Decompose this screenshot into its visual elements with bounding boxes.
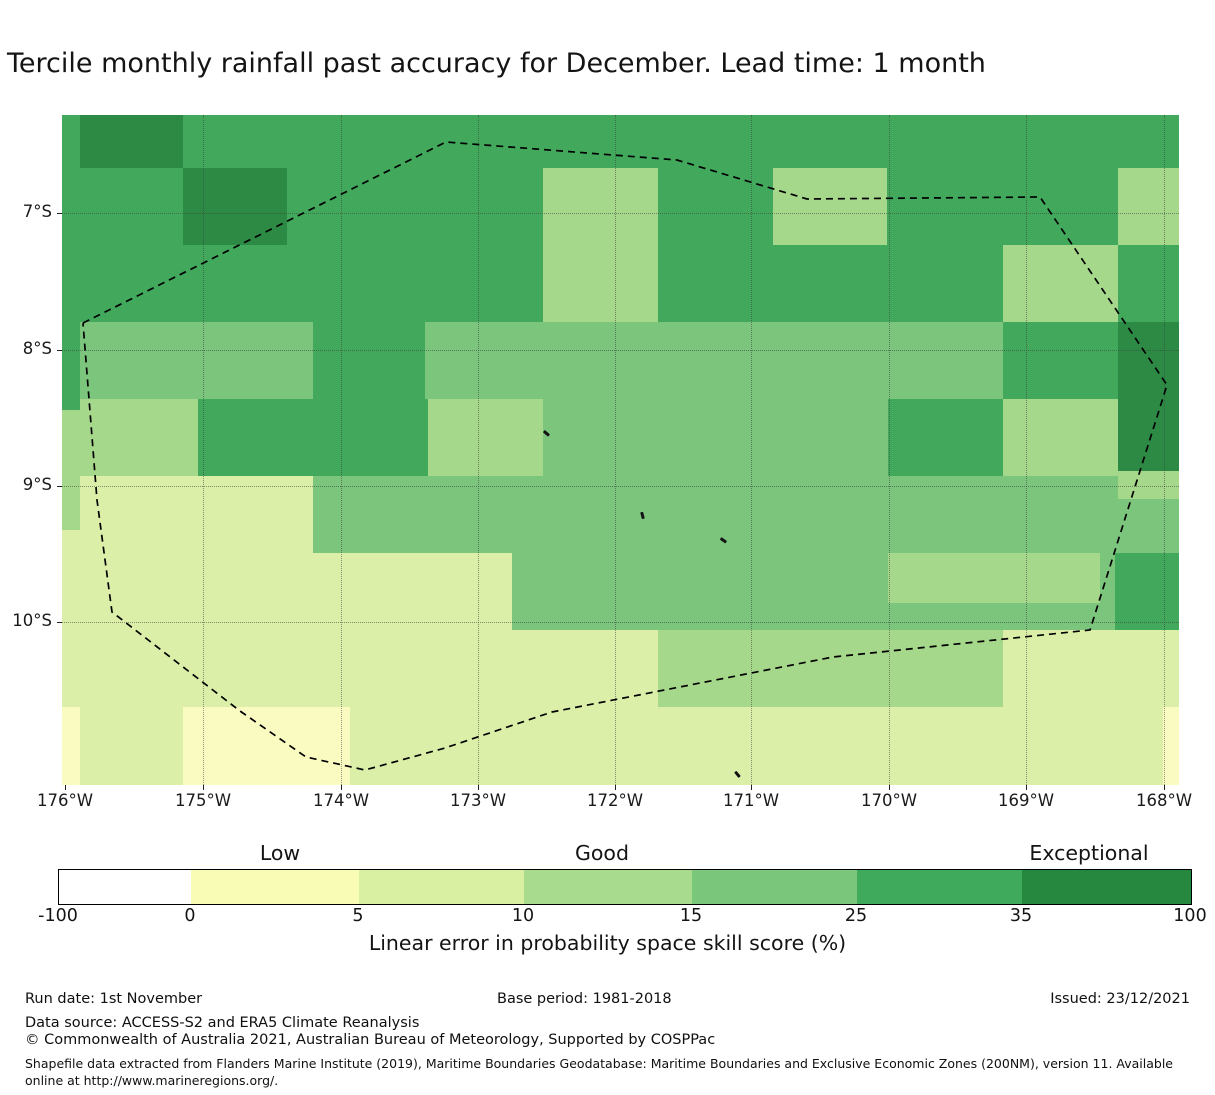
- footer-data-source: Data source: ACCESS-S2 and ERA5 Climate …: [25, 1015, 420, 1031]
- y-tick-mark: [57, 486, 62, 487]
- x-tick-label: 176°W: [36, 791, 94, 810]
- footer-base-period: Base period: 1981-2018: [497, 991, 672, 1007]
- heatmap-cell: [773, 168, 887, 245]
- colorbar-tick-label: 100: [1173, 906, 1207, 926]
- gridline-latitude: [62, 622, 1179, 623]
- colorbar-segment: [692, 870, 857, 904]
- x-tick-label: 170°W: [860, 791, 918, 810]
- x-tick-mark: [65, 785, 66, 790]
- heatmap-cell: [1118, 168, 1179, 245]
- x-tick-mark: [751, 785, 752, 790]
- x-tick-mark: [889, 785, 890, 790]
- x-tick-mark: [615, 785, 616, 790]
- heatmap-cell: [1118, 471, 1179, 499]
- colorbar-tick-label: 25: [844, 906, 868, 926]
- x-tick-label: 175°W: [174, 791, 232, 810]
- heatmap-cell: [888, 399, 1003, 476]
- heatmap-cell: [62, 410, 80, 530]
- heatmap-plot-area: [62, 115, 1179, 785]
- heatmap-cell: [62, 707, 80, 785]
- heatmap-cell: [428, 399, 543, 476]
- colorbar-segment: [524, 870, 692, 904]
- footer-shapefile-note: Shapefile data extracted from Flanders M…: [25, 1056, 1173, 1088]
- gridline-longitude: [1026, 115, 1027, 785]
- colorbar-segment: [191, 870, 359, 904]
- heatmap-cell: [428, 476, 1179, 553]
- heatmap-cell: [198, 399, 428, 476]
- heatmap-cell: [888, 553, 1100, 603]
- y-tick-label: 9°S: [22, 475, 52, 494]
- colorbar-category-label: Low: [259, 841, 301, 865]
- heatmap-cell: [313, 322, 425, 399]
- y-tick-label: 10°S: [12, 611, 52, 630]
- eez-boundary-path: [82, 141, 1168, 771]
- heatmap-cell: [1163, 707, 1179, 785]
- x-tick-label: 174°W: [312, 791, 370, 810]
- colorbar-tick-label: 0: [184, 906, 196, 926]
- heatmap-cell: [1115, 553, 1179, 630]
- x-tick-mark: [1026, 785, 1027, 790]
- heatmap-cell: [80, 115, 183, 168]
- footer-run-date: Run date: 1st November: [25, 991, 203, 1007]
- gridline-longitude: [341, 115, 342, 785]
- heatmap-cell: [183, 168, 287, 245]
- y-tick-mark: [57, 622, 62, 623]
- gridline-longitude: [478, 115, 479, 785]
- colorbar-segment: [359, 870, 524, 904]
- heatmap-cell: [183, 707, 350, 785]
- colorbar: [58, 869, 1192, 905]
- x-tick-label: 173°W: [449, 791, 507, 810]
- colorbar-tick-label: 35: [1009, 906, 1033, 926]
- x-tick-label: 171°W: [722, 791, 780, 810]
- heatmap-cell: [62, 322, 80, 410]
- heatmap-cell: [543, 168, 658, 322]
- chart-title: Tercile monthly rainfall past accuracy f…: [7, 48, 986, 79]
- colorbar-tick-label: 15: [679, 906, 703, 926]
- gridline-longitude: [889, 115, 890, 785]
- gridline-longitude: [203, 115, 204, 785]
- gridline-longitude: [751, 115, 752, 785]
- colorbar-category-label: Exceptional: [1029, 841, 1149, 865]
- x-tick-label: 172°W: [586, 791, 644, 810]
- heatmap-cell: [313, 476, 428, 553]
- gridline-longitude: [615, 115, 616, 785]
- gridline-latitude: [62, 486, 1179, 487]
- colorbar-segment: [1022, 870, 1191, 904]
- gridline-latitude: [62, 213, 1179, 214]
- colorbar-category-label: Good: [575, 841, 629, 865]
- y-tick-mark: [57, 350, 62, 351]
- gridline-latitude: [62, 350, 1179, 351]
- heatmap-cell: [80, 399, 198, 476]
- colorbar-segment: [59, 870, 191, 904]
- gridline-longitude: [1164, 115, 1165, 785]
- y-tick-mark: [57, 213, 62, 214]
- heatmap-cell: [658, 630, 1003, 707]
- colorbar-caption: Linear error in probability space skill …: [368, 931, 847, 955]
- x-tick-label: 169°W: [997, 791, 1055, 810]
- colorbar-segment: [857, 870, 1022, 904]
- colorbar-tick-label: 10: [511, 906, 535, 926]
- eez-boundary-line: [82, 141, 1168, 771]
- x-tick-mark: [1164, 785, 1165, 790]
- x-tick-label: 168°W: [1135, 791, 1193, 810]
- x-tick-mark: [203, 785, 204, 790]
- y-tick-label: 7°S: [22, 202, 52, 221]
- colorbar-tick-label: -100: [38, 906, 78, 926]
- footer-copyright: © Commonwealth of Australia 2021, Austra…: [25, 1032, 716, 1048]
- colorbar-tick-label: 5: [352, 906, 364, 926]
- x-tick-mark: [478, 785, 479, 790]
- y-tick-label: 8°S: [22, 339, 52, 358]
- x-tick-mark: [341, 785, 342, 790]
- heatmap-cell: [1003, 322, 1118, 399]
- heatmap-cell: [1003, 399, 1120, 476]
- footer-issued-date: Issued: 23/12/2021: [1050, 991, 1190, 1007]
